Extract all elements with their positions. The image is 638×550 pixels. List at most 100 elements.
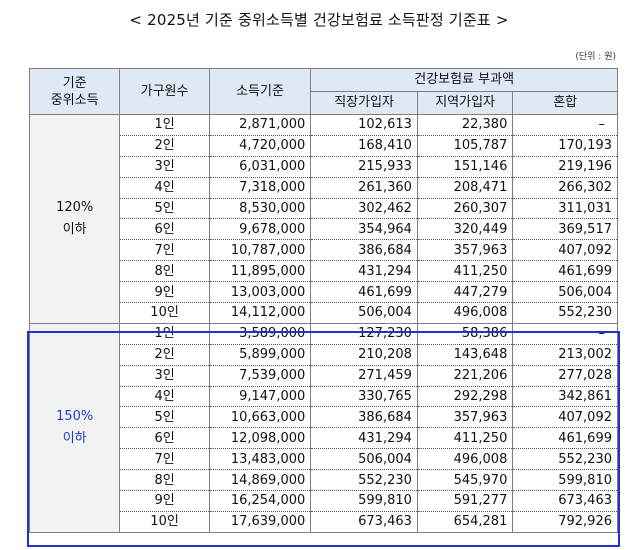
regional-premium-cell: 143,648 <box>416 344 514 366</box>
mixed-premium-cell: 213,002 <box>512 344 618 366</box>
employee-premium-cell: 354,964 <box>310 218 418 241</box>
header-regional: 지역가입자 <box>416 91 514 115</box>
header-premium-group: 건강보험료 부과액 <box>310 68 618 92</box>
mixed-premium-cell: 461,699 <box>512 260 618 283</box>
household-size-cell: 8인 <box>119 260 210 283</box>
income-standard-cell: 12,098,000 <box>208 427 312 450</box>
mixed-premium-cell: 342,861 <box>512 386 618 408</box>
header-income-standard: 소득기준 <box>208 68 312 115</box>
employee-premium-cell: 102,613 <box>310 114 418 136</box>
regional-premium-cell: 654,281 <box>416 511 514 533</box>
table-row: 6인 9,678,000 354,964 320,449 369,517 <box>30 218 618 241</box>
table-row: 5인 10,663,000 386,684 357,963 407,092 <box>30 406 618 429</box>
regional-premium-cell: 447,279 <box>416 281 514 304</box>
household-size-cell: 8인 <box>119 469 210 492</box>
median-income-bracket: 150% 이하 <box>28 322 121 533</box>
employee-premium-cell: 261,360 <box>310 177 418 199</box>
table-row: 7인 10,787,000 386,684 357,963 407,092 <box>30 239 618 262</box>
income-standard-cell: 14,869,000 <box>208 469 312 492</box>
regional-premium-cell: 357,963 <box>416 239 514 262</box>
table-row: 2인 5,899,000 210,208 143,648 213,002 <box>30 344 618 366</box>
table-row: 10인 14,112,000 506,004 496,008 552,230 <box>30 302 618 324</box>
employee-premium-cell: 386,684 <box>310 239 418 262</box>
mixed-premium-cell: 552,230 <box>512 302 618 324</box>
household-size-cell: 10인 <box>119 511 210 533</box>
income-standard-cell: 10,787,000 <box>208 239 312 262</box>
employee-premium-cell: 386,684 <box>310 406 418 429</box>
regional-premium-cell: 151,146 <box>416 156 514 178</box>
household-size-cell: 1인 <box>119 114 210 136</box>
income-standard-cell: 11,895,000 <box>208 260 312 283</box>
table-row: 9인 13,003,000 461,699 447,279 506,004 <box>30 281 618 304</box>
table-row: 9인 16,254,000 599,810 591,277 673,463 <box>30 490 618 512</box>
unit-note: (단위 : 원) <box>575 52 616 62</box>
header-median-income: 기준 중위소득 <box>28 68 121 115</box>
employee-premium-cell: 552,230 <box>310 469 418 492</box>
table-row: 6인 12,098,000 431,294 411,250 461,699 <box>30 427 618 450</box>
household-size-cell: 6인 <box>119 218 210 241</box>
regional-premium-cell: 496,008 <box>416 448 514 471</box>
mixed-premium-cell: 792,926 <box>512 511 618 533</box>
household-size-cell: 5인 <box>119 198 210 220</box>
table-body: 120% 이하 1인 2,871,000 102,613 22,380–2인 4,720,0… <box>28 114 618 533</box>
employee-premium-cell: 431,294 <box>310 427 418 450</box>
employee-premium-cell: 271,459 <box>310 365 418 387</box>
income-standard-table: 기준 중위소득 가구원수 소득기준 건강보험료 부과액 직장가입자 지역가입자 … <box>28 68 618 533</box>
median-income-bracket: 120% 이하 <box>28 114 121 324</box>
income-standard-cell: 4,720,000 <box>208 135 312 157</box>
income-standard-cell: 5,899,000 <box>208 344 312 366</box>
household-size-cell: 3인 <box>119 156 210 178</box>
employee-premium-cell: 330,765 <box>310 386 418 408</box>
income-standard-cell: 13,003,000 <box>208 281 312 304</box>
regional-premium-cell: 591,277 <box>416 490 514 512</box>
household-size-cell: 2인 <box>119 135 210 157</box>
mixed-premium-cell: 219,196 <box>512 156 618 178</box>
household-size-cell: 1인 <box>119 322 210 345</box>
income-standard-cell: 16,254,000 <box>208 490 312 512</box>
document-title: < 2025년 기준 중위소득별 건강보험료 소득판정 기준표 > <box>129 11 509 29</box>
table-row: 3인 7,539,000 271,459 221,206 277,028 <box>30 365 618 387</box>
income-standard-cell: 17,639,000 <box>208 511 312 533</box>
mixed-premium-cell: 369,517 <box>512 218 618 241</box>
regional-premium-cell: 260,307 <box>416 198 514 220</box>
table-row: 4인 7,318,000 261,360 208,471 266,302 <box>30 177 618 199</box>
employee-premium-cell: 127,230 <box>310 322 418 345</box>
employee-premium-cell: 302,462 <box>310 198 418 220</box>
mixed-premium-cell: 673,463 <box>512 490 618 512</box>
employee-premium-cell: 599,810 <box>310 490 418 512</box>
income-standard-cell: 13,483,000 <box>208 448 312 471</box>
mixed-premium-cell: 266,302 <box>512 177 618 199</box>
bracket-suffix: 이하 <box>62 221 87 237</box>
household-size-cell: 4인 <box>119 386 210 408</box>
regional-premium-cell: 357,963 <box>416 406 514 429</box>
employee-premium-cell: 506,004 <box>310 302 418 324</box>
bracket-suffix: 이하 <box>62 430 87 446</box>
regional-premium-cell: 58,386 <box>416 322 514 345</box>
income-standard-cell: 7,318,000 <box>208 177 312 199</box>
employee-premium-cell: 431,294 <box>310 260 418 283</box>
table-row: 5인 8,530,000 302,462 260,307 311,031 <box>30 198 618 220</box>
mixed-premium-cell: 599,810 <box>512 469 618 492</box>
regional-premium-cell: 292,298 <box>416 386 514 408</box>
table-row: 10인 17,639,000 673,463 654,281 792,926 <box>30 511 618 533</box>
mixed-premium-cell: – <box>512 322 618 345</box>
mixed-premium-cell: 277,028 <box>512 365 618 387</box>
income-standard-cell: 3,589,000 <box>208 322 312 345</box>
regional-premium-cell: 411,250 <box>416 427 514 450</box>
header-employee: 직장가입자 <box>310 91 418 115</box>
mixed-premium-cell: 461,699 <box>512 427 618 450</box>
regional-premium-cell: 545,970 <box>416 469 514 492</box>
regional-premium-cell: 208,471 <box>416 177 514 199</box>
table-row: 8인 11,895,000 431,294 411,250 461,699 <box>30 260 618 283</box>
household-size-cell: 4인 <box>119 177 210 199</box>
income-standard-cell: 9,147,000 <box>208 386 312 408</box>
employee-premium-cell: 506,004 <box>310 448 418 471</box>
household-size-cell: 5인 <box>119 406 210 429</box>
regional-premium-cell: 496,008 <box>416 302 514 324</box>
income-standard-cell: 7,539,000 <box>208 365 312 387</box>
table-row: 120% 이하 1인 2,871,000 102,613 22,380– <box>28 114 618 324</box>
household-size-cell: 7인 <box>119 239 210 262</box>
mixed-premium-cell: 506,004 <box>512 281 618 304</box>
income-standard-cell: 8,530,000 <box>208 198 312 220</box>
income-standard-cell: 10,663,000 <box>208 406 312 429</box>
